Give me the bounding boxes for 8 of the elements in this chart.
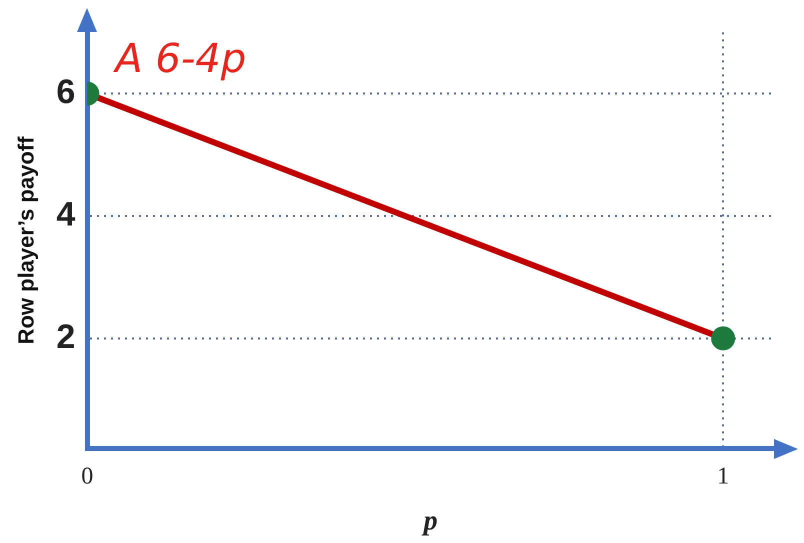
y-tick-label: 2 (56, 318, 76, 356)
x-axis-title: p (422, 505, 438, 536)
y-axis-title: Row player’s payoff (13, 136, 38, 344)
x-tick-label: 0 (81, 463, 94, 490)
x-tick-label: 1 (717, 463, 730, 490)
y-tick-label: 6 (56, 72, 76, 111)
y-tick-label: 4 (56, 195, 76, 234)
annotation: A 6-4p (112, 36, 246, 82)
